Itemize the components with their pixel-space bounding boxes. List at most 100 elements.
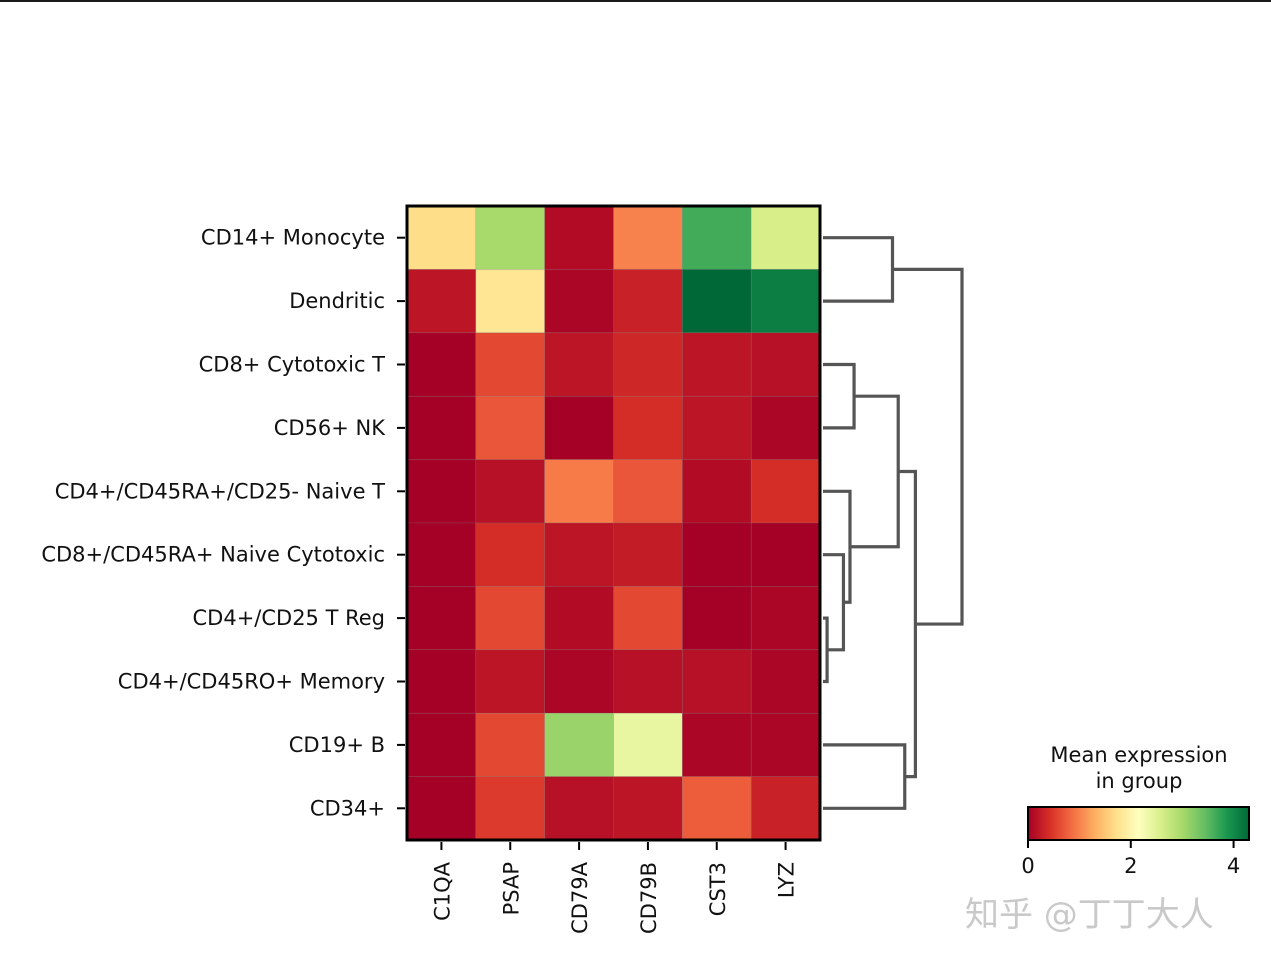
heatmap-cell [613,649,683,714]
heatmap-frame [405,204,822,842]
heatmap-cell [475,332,545,397]
heatmap-cell [682,269,752,334]
column-label: CD79B [637,862,661,934]
row-label: CD34+ [310,796,385,820]
dendrogram-link [823,616,829,684]
row-labels: CD14+ Monocyte Dendritic CD8+ Cytotoxic T C… [41,226,405,820]
dendrogram-link [849,394,900,549]
heatmap-cell [475,776,545,841]
column-labels: C1QA PSAP CD79A CD79B CST3 LYZ [430,842,799,934]
heatmap-cell [475,649,545,714]
row-label: CD8+ Cytotoxic T [199,353,386,377]
row-label: CD14+ Monocyte [201,226,385,250]
colorbar-title-line2: in group [1096,769,1183,793]
dendrogram [823,236,964,810]
heatmap-cell [750,649,821,714]
heatmap-cell [406,459,477,524]
row-label: CD8+/CD45RA+ Naive Cytotoxic [41,543,385,567]
heatmap-cell [544,522,614,587]
heatmap-cell [682,649,752,714]
colorbar-tick-label: 0 [1021,854,1034,878]
colorbar-title-line1: Mean expression [1050,743,1227,767]
heatmap-cell [544,395,614,460]
heatmap-cell [750,776,821,841]
heatmap-cell [613,776,683,841]
heatmap-cell [475,459,545,524]
heatmap-cell [750,712,821,777]
heatmap-cell [750,205,821,270]
heatmap-cell [475,586,545,651]
heatmap-cell [613,459,683,524]
row-label: CD4+/CD45RO+ Memory [118,670,385,694]
row-label: CD4+/CD45RA+/CD25- Naive T [55,479,385,503]
heatmap-cell [544,776,614,841]
watermark-text: 知乎 @丁丁大人 [965,895,1214,935]
colorbar: Mean expression in group 0 2 4 [1021,743,1250,878]
column-label: CST3 [706,862,730,916]
heatmap-cell [613,332,683,397]
dendrogram-link [823,553,846,652]
dendrogram-link [823,489,852,604]
heatmap-cell [613,205,683,270]
heatmap-cell [406,522,477,587]
heatmap-cell [613,269,683,334]
heatmap-cell [750,586,821,651]
heatmap-cell [613,586,683,651]
heatmap-cell [544,586,614,651]
row-label: Dendritic [289,289,385,313]
dendrogram-link [892,267,964,626]
colorbar-tick-label: 4 [1227,854,1240,878]
heatmap-cell [406,205,477,270]
top-border-line [0,0,1271,2]
dendrogram-link [823,362,856,430]
heatmap-cell [682,712,752,777]
heatmap-cell [613,395,683,460]
heatmap-cell [406,395,477,460]
heatmap-cell [406,269,477,334]
column-label: C1QA [430,861,454,921]
heatmap-cell [682,332,752,397]
heatmap-cell [544,712,614,777]
row-label: CD56+ NK [274,416,387,440]
dendrogram-link [823,236,895,303]
heatmap-cell [475,269,545,334]
heatmap-cell [475,395,545,460]
colorbar-gradient [1027,806,1250,841]
heatmap-cell [544,459,614,524]
heatmap-cell [544,269,614,334]
heatmap-cell [544,649,614,714]
heatmap-cell [613,712,683,777]
heatmap-cell [406,332,477,397]
dendrogram-link [823,743,907,810]
heatmap-cell [682,395,752,460]
heatmap-cell [682,586,752,651]
column-label: CD79A [568,861,592,934]
colorbar-tick-label: 2 [1124,854,1137,878]
heatmap-cell [750,269,821,334]
heatmap-cell [613,522,683,587]
dendrogram-link [898,469,917,779]
heatmap-cell [682,459,752,524]
heatmap-cell [750,332,821,397]
heatmap-cell [682,776,752,841]
heatmap-cell [750,395,821,460]
heatmap-cell [475,205,545,270]
heatmap-cell [475,712,545,777]
heatmap-cell [406,776,477,841]
column-label: LYZ [775,862,799,898]
heatmap-cell [475,522,545,587]
heatmap-cell [406,649,477,714]
heatmap-cell [750,522,821,587]
heatmap-cell [682,522,752,587]
row-label: CD4+/CD25 T Reg [193,606,386,630]
heatmap-cell [406,712,477,777]
heatmap-cell [544,205,614,270]
heatmap-cell [750,459,821,524]
heatmap-cell [544,332,614,397]
heatmap-cell [406,586,477,651]
heatmap-cells [406,205,821,841]
heatmap-cell [682,205,752,270]
row-label: CD19+ B [289,733,385,757]
